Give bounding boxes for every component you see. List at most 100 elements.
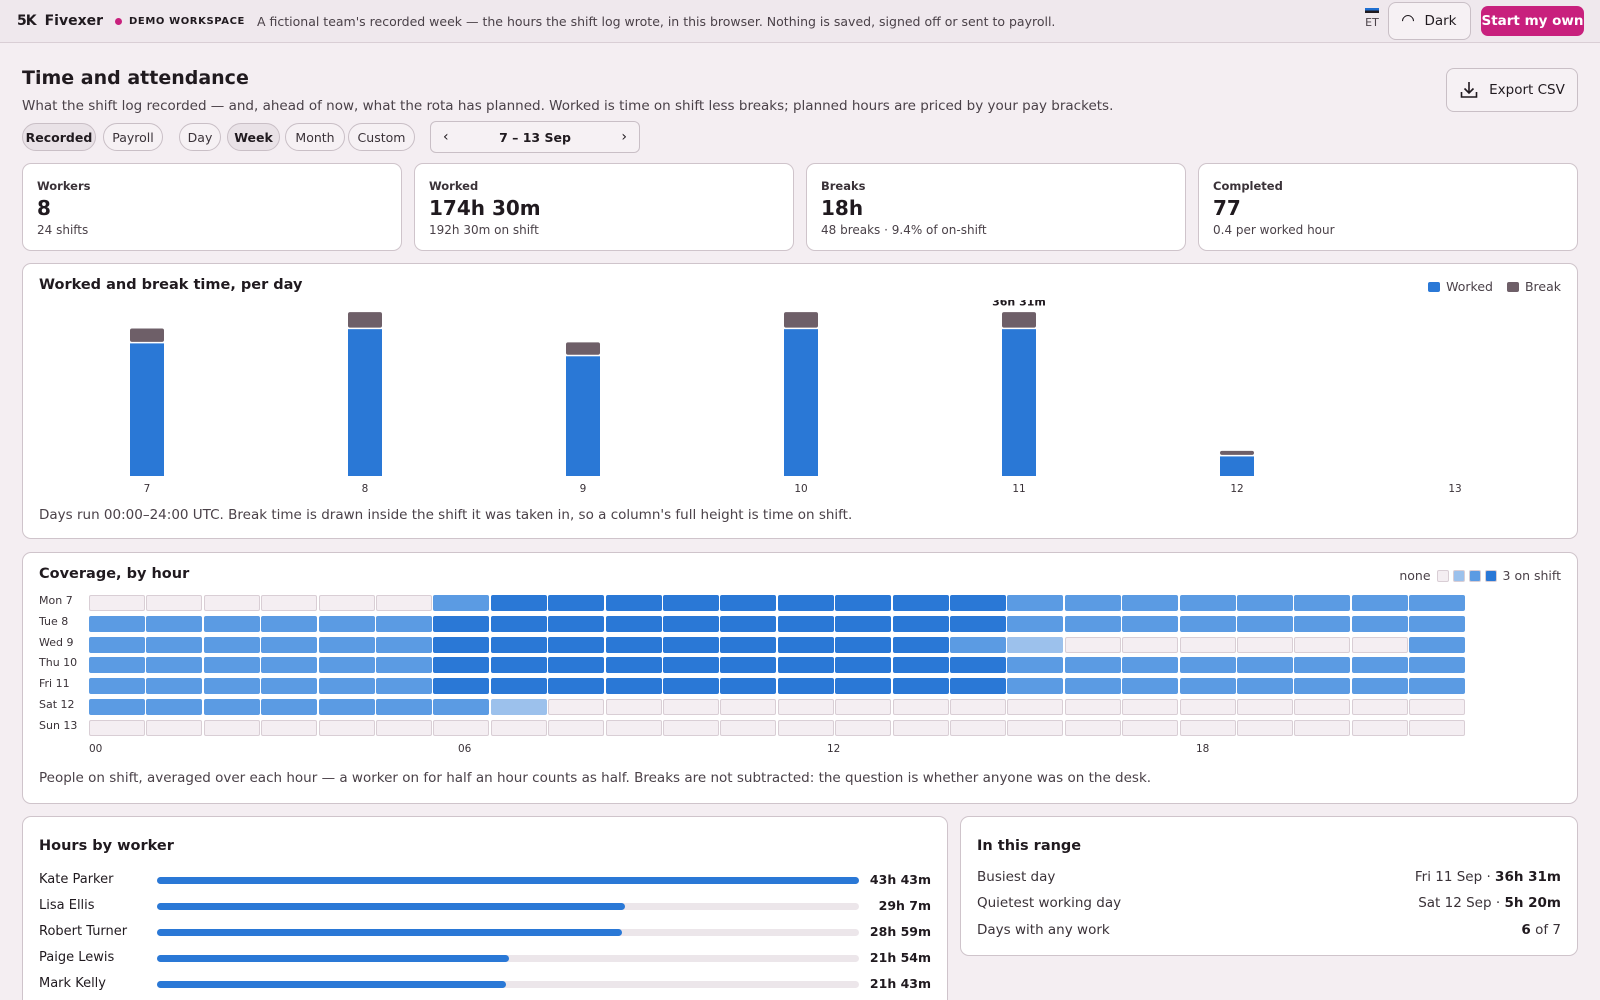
heatmap-cell[interactable] <box>1064 657 1121 674</box>
heatmap-cell[interactable] <box>1179 657 1236 674</box>
heatmap-cell[interactable] <box>433 657 490 674</box>
heatmap-cell[interactable] <box>1064 595 1121 611</box>
heatmap-cell[interactable] <box>433 595 490 611</box>
heatmap-cell[interactable] <box>777 636 834 653</box>
heatmap-cell[interactable] <box>261 636 318 653</box>
heatmap-cell[interactable] <box>605 636 662 653</box>
heatmap-cell[interactable] <box>203 678 260 695</box>
heatmap-cell[interactable] <box>663 636 719 653</box>
dark-mode-button[interactable]: Dark <box>1388 2 1471 40</box>
bar-break-11[interactable] <box>1002 312 1036 328</box>
heatmap-cell[interactable] <box>203 615 260 632</box>
heatmap-cell[interactable] <box>1007 699 1064 715</box>
chip-custom[interactable]: Custom <box>348 123 415 151</box>
heatmap-cell[interactable] <box>720 699 777 715</box>
heatmap-cell[interactable] <box>1237 615 1293 632</box>
heatmap-cell[interactable] <box>720 595 777 611</box>
bar-worked-10[interactable] <box>784 329 818 476</box>
heatmap-cell[interactable] <box>950 615 1006 632</box>
heatmap-cell[interactable] <box>146 657 203 674</box>
heatmap-cell[interactable] <box>433 719 490 736</box>
heatmap-cell[interactable] <box>548 719 605 736</box>
heatmap-cell[interactable] <box>318 719 375 736</box>
heatmap-cell[interactable] <box>1351 678 1408 695</box>
heatmap-cell[interactable] <box>835 678 892 695</box>
heatmap-cell[interactable] <box>203 636 260 653</box>
heatmap-cell[interactable] <box>318 699 375 715</box>
chip-payroll[interactable]: Payroll <box>103 123 163 151</box>
heatmap-cell[interactable] <box>1351 699 1408 715</box>
chip-week[interactable]: Week <box>227 123 280 151</box>
heatmap-cell[interactable] <box>835 699 892 715</box>
language-selector[interactable]: ET <box>1363 6 1381 36</box>
heatmap-cell[interactable] <box>89 719 145 736</box>
heatmap-cell[interactable] <box>1122 678 1179 695</box>
bar-worked-9[interactable] <box>566 356 600 476</box>
heatmap-cell[interactable] <box>433 699 490 715</box>
heatmap-cell[interactable] <box>1179 699 1236 715</box>
heatmap-cell[interactable] <box>1237 657 1293 674</box>
heatmap-cell[interactable] <box>1179 615 1236 632</box>
heatmap-cell[interactable] <box>548 636 605 653</box>
heatmap-cell[interactable] <box>1007 615 1064 632</box>
heatmap-cell[interactable] <box>89 699 145 715</box>
heatmap-cell[interactable] <box>490 636 547 653</box>
heatmap-cell[interactable] <box>490 678 547 695</box>
heatmap-cell[interactable] <box>1294 595 1351 611</box>
bar-worked-11[interactable] <box>1002 329 1036 476</box>
heatmap-cell[interactable] <box>261 615 318 632</box>
chip-recorded[interactable]: Recorded <box>22 123 96 151</box>
heatmap-cell[interactable] <box>1237 699 1293 715</box>
heatmap-cell[interactable] <box>720 719 777 736</box>
heatmap-cell[interactable] <box>835 719 892 736</box>
heatmap-cell[interactable] <box>1294 615 1351 632</box>
heatmap-cell[interactable] <box>950 699 1006 715</box>
heatmap-cell[interactable] <box>261 719 318 736</box>
heatmap-cell[interactable] <box>1064 636 1121 653</box>
heatmap-cell[interactable] <box>318 636 375 653</box>
heatmap-cell[interactable] <box>720 678 777 695</box>
export-csv-button[interactable]: Export CSV <box>1446 68 1578 112</box>
heatmap-cell[interactable] <box>1294 699 1351 715</box>
heatmap-cell[interactable] <box>261 678 318 695</box>
heatmap-cell[interactable] <box>433 615 490 632</box>
heatmap-cell[interactable] <box>433 636 490 653</box>
heatmap-cell[interactable] <box>146 636 203 653</box>
heatmap-cell[interactable] <box>663 678 719 695</box>
bar-worked-8[interactable] <box>348 329 382 476</box>
start-my-own-button[interactable]: Start my own <box>1481 6 1584 36</box>
heatmap-cell[interactable] <box>1237 719 1293 736</box>
heatmap-cell[interactable] <box>892 678 949 695</box>
heatmap-cell[interactable] <box>1351 615 1408 632</box>
heatmap-cell[interactable] <box>1237 636 1293 653</box>
chip-month[interactable]: Month <box>285 123 345 151</box>
heatmap-cell[interactable] <box>433 678 490 695</box>
heatmap-cell[interactable] <box>261 595 318 611</box>
bar-break-10[interactable] <box>784 312 818 328</box>
heatmap-cell[interactable] <box>548 699 605 715</box>
heatmap-cell[interactable] <box>1351 595 1408 611</box>
heatmap-cell[interactable] <box>1409 719 1466 736</box>
heatmap-cell[interactable] <box>548 595 605 611</box>
bar-worked-7[interactable] <box>130 343 164 476</box>
heatmap-cell[interactable] <box>146 719 203 736</box>
heatmap-cell[interactable] <box>490 657 547 674</box>
heatmap-cell[interactable] <box>605 678 662 695</box>
heatmap-cell[interactable] <box>146 699 203 715</box>
heatmap-cell[interactable] <box>777 615 834 632</box>
heatmap-cell[interactable] <box>663 615 719 632</box>
heatmap-cell[interactable] <box>1007 678 1064 695</box>
heatmap-cell[interactable] <box>950 678 1006 695</box>
heatmap-cell[interactable] <box>318 615 375 632</box>
heatmap-cell[interactable] <box>777 719 834 736</box>
bar-break-9[interactable] <box>566 342 600 355</box>
heatmap-cell[interactable] <box>1122 657 1179 674</box>
bar-worked-12[interactable] <box>1220 456 1254 476</box>
heatmap-cell[interactable] <box>1064 699 1121 715</box>
heatmap-cell[interactable] <box>1179 719 1236 736</box>
heatmap-cell[interactable] <box>203 699 260 715</box>
heatmap-cell[interactable] <box>318 595 375 611</box>
heatmap-cell[interactable] <box>605 595 662 611</box>
heatmap-cell[interactable] <box>720 657 777 674</box>
heatmap-cell[interactable] <box>720 615 777 632</box>
